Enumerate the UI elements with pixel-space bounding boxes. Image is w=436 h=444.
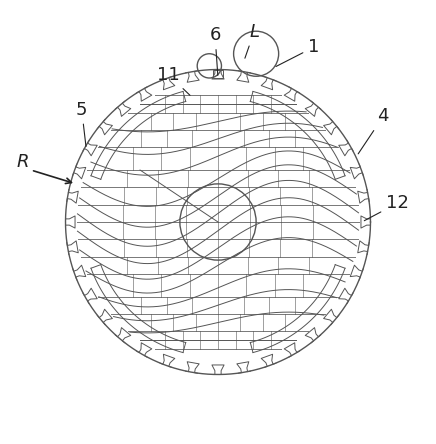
Bar: [213, 70, 223, 78]
Text: L: L: [245, 23, 259, 58]
Text: 11: 11: [157, 66, 190, 95]
Text: R: R: [17, 153, 30, 170]
Text: 4: 4: [358, 107, 389, 154]
Text: 12: 12: [364, 194, 409, 221]
Text: 6: 6: [209, 26, 221, 75]
Text: 5: 5: [76, 100, 87, 147]
Text: 1: 1: [276, 38, 320, 67]
